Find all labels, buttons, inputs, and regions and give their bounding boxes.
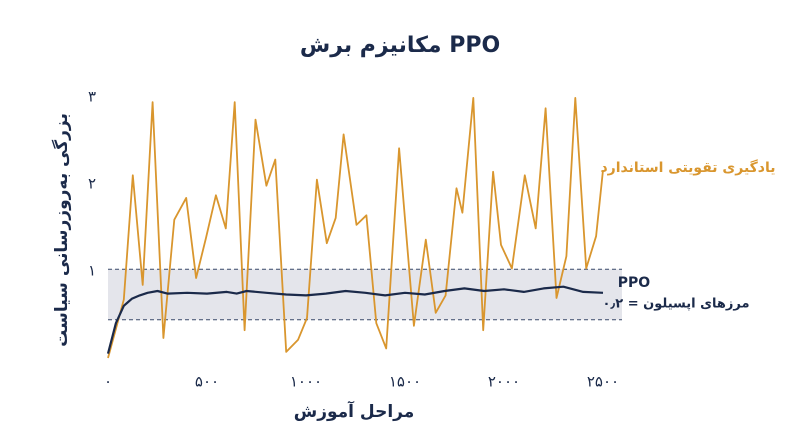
x-tick-label: ۱۵۰۰	[389, 373, 421, 391]
epsilon-band	[108, 269, 622, 320]
y-tick-label: ۲	[88, 175, 96, 193]
y-axis-label: بزرگی به‌روزرسانی سیاست	[51, 113, 72, 347]
x-tick-label: ۱۰۰۰	[290, 373, 322, 391]
y-tick-label: ۱	[88, 262, 96, 280]
band-label: مرزهای اپسیلون = ۰٫۲	[602, 297, 749, 312]
x-tick-label: ۰	[104, 373, 112, 391]
series-line	[107, 97, 604, 359]
legend-label: یادگیری تقویتی استاندارد	[600, 159, 775, 176]
x-tick-label: ۵۰۰	[195, 373, 219, 391]
x-tick-label: ۲۰۰۰	[488, 373, 520, 391]
x-axis-label: مراحل آموزش	[294, 400, 415, 422]
legend-label: PPO	[618, 275, 651, 291]
y-tick-label: ۳	[88, 88, 96, 106]
x-tick-label: ۲۵۰۰	[587, 373, 619, 391]
chart-title: مکانیزم برش PPO	[300, 33, 500, 58]
series-line	[106, 285, 604, 354]
